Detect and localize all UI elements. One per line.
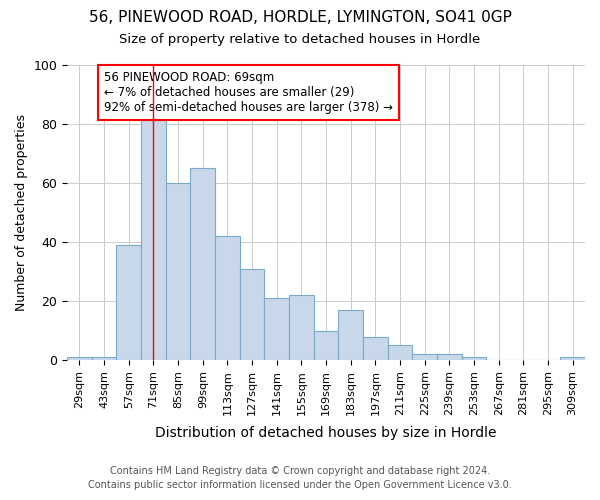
Bar [314, 330, 338, 360]
Text: Size of property relative to detached houses in Hordle: Size of property relative to detached ho… [119, 32, 481, 46]
Bar [437, 354, 462, 360]
Text: Contains HM Land Registry data © Crown copyright and database right 2024.: Contains HM Land Registry data © Crown c… [110, 466, 490, 476]
Bar [190, 168, 215, 360]
Bar [412, 354, 437, 360]
Bar [388, 346, 412, 360]
Bar [116, 245, 141, 360]
Bar [560, 357, 585, 360]
Bar [92, 357, 116, 360]
Text: 56, PINEWOOD ROAD, HORDLE, LYMINGTON, SO41 0GP: 56, PINEWOOD ROAD, HORDLE, LYMINGTON, SO… [89, 10, 511, 25]
Bar [289, 295, 314, 360]
Bar [338, 310, 363, 360]
Text: 56 PINEWOOD ROAD: 69sqm
← 7% of detached houses are smaller (29)
92% of semi-det: 56 PINEWOOD ROAD: 69sqm ← 7% of detached… [104, 71, 393, 114]
Bar [363, 336, 388, 360]
Bar [265, 298, 289, 360]
Text: Contains public sector information licensed under the Open Government Licence v3: Contains public sector information licen… [88, 480, 512, 490]
Bar [141, 118, 166, 360]
Y-axis label: Number of detached properties: Number of detached properties [15, 114, 28, 311]
Bar [166, 183, 190, 360]
Bar [215, 236, 240, 360]
Bar [67, 357, 92, 360]
X-axis label: Distribution of detached houses by size in Hordle: Distribution of detached houses by size … [155, 426, 497, 440]
Bar [240, 268, 265, 360]
Bar [462, 357, 487, 360]
